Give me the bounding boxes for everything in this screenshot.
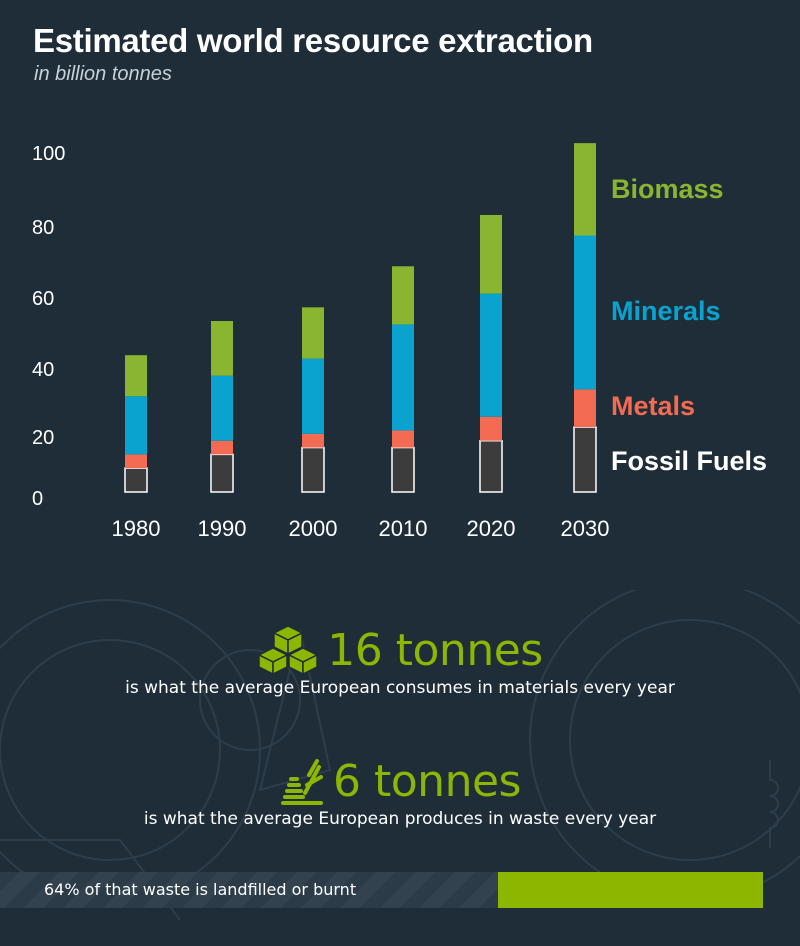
waste-bar-track (0, 872, 498, 908)
bar-segment-metals (211, 440, 233, 455)
x-tick-label: 2020 (467, 516, 516, 541)
y-tick-label: 40 (32, 359, 54, 381)
x-tick-label: 2030 (561, 516, 610, 541)
bar-segment-fossil-fuels (124, 467, 148, 493)
x-tick-label: 2000 (289, 516, 338, 541)
bar-segment-minerals (574, 235, 596, 390)
legend-label: Biomass (611, 174, 724, 204)
stat-caption: is what the average European produces in… (143, 809, 657, 829)
bar-segment-metals (302, 433, 324, 448)
bar-segment-biomass (302, 307, 324, 359)
y-tick-label: 20 (32, 427, 54, 449)
bar-segment-metals (574, 389, 596, 428)
x-tick-label: 1990 (198, 516, 247, 541)
stacked-bar-chart: 0 20 40 60 80 100 1980 1990 2000 2010 2020 2030 Foss… (32, 143, 767, 541)
bar-segment-minerals (302, 358, 324, 434)
cubes-icon (257, 625, 319, 676)
bar-segment-minerals (211, 375, 233, 441)
bar-segment-fossil-fuels (301, 446, 325, 493)
bar-segment-biomass (574, 143, 596, 236)
legend-label: Minerals (611, 296, 721, 326)
stat-value: 6 tonnes (333, 756, 521, 807)
bar-segment-minerals (480, 293, 502, 417)
bar-segment-biomass (211, 321, 233, 376)
x-tick-label: 2010 (379, 516, 428, 541)
y-tick-label: 0 (32, 488, 43, 510)
bar-segment-fossil-fuels (210, 453, 234, 493)
bar-segment-minerals (125, 396, 147, 455)
y-tick-label: 80 (32, 217, 54, 239)
bar-segment-metals (480, 416, 502, 441)
waste-bar-fill (498, 872, 763, 908)
chart-subtitle: in billion tonnes (34, 63, 172, 85)
bar-segment-biomass (480, 214, 502, 294)
bar-segment-fossil-fuels (573, 426, 597, 493)
bar-segment-minerals (392, 324, 414, 431)
legend-label: Metals (611, 391, 695, 421)
bar-segment-metals (392, 430, 414, 448)
stat-caption: is what the average European consumes in… (125, 678, 675, 698)
waste-progress-bar: 64% of that waste is landfilled or burnt (0, 872, 800, 908)
stat-waste: 6 tonnes is what the average European pr… (0, 756, 800, 829)
y-tick-label: 100 (32, 143, 65, 165)
stat-consumption: 16 tonnes is what the average European c… (0, 624, 800, 699)
bar-segment-fossil-fuels (479, 439, 503, 493)
y-tick-label: 60 (32, 288, 54, 310)
legend-label: Fossil Fuels (611, 446, 767, 476)
chart-title: Estimated world resource extraction (33, 22, 593, 59)
bar-segment-fossil-fuels (391, 446, 415, 493)
bar-segment-biomass (392, 266, 414, 325)
bar-segment-biomass (125, 355, 147, 397)
stat-value: 16 tonnes (327, 624, 543, 676)
waste-bar-label: 64% of that waste is landfilled or burnt (44, 880, 357, 899)
bar-segment-metals (125, 454, 147, 469)
waste-pile-icon (281, 758, 324, 805)
x-tick-label: 1980 (112, 516, 161, 541)
